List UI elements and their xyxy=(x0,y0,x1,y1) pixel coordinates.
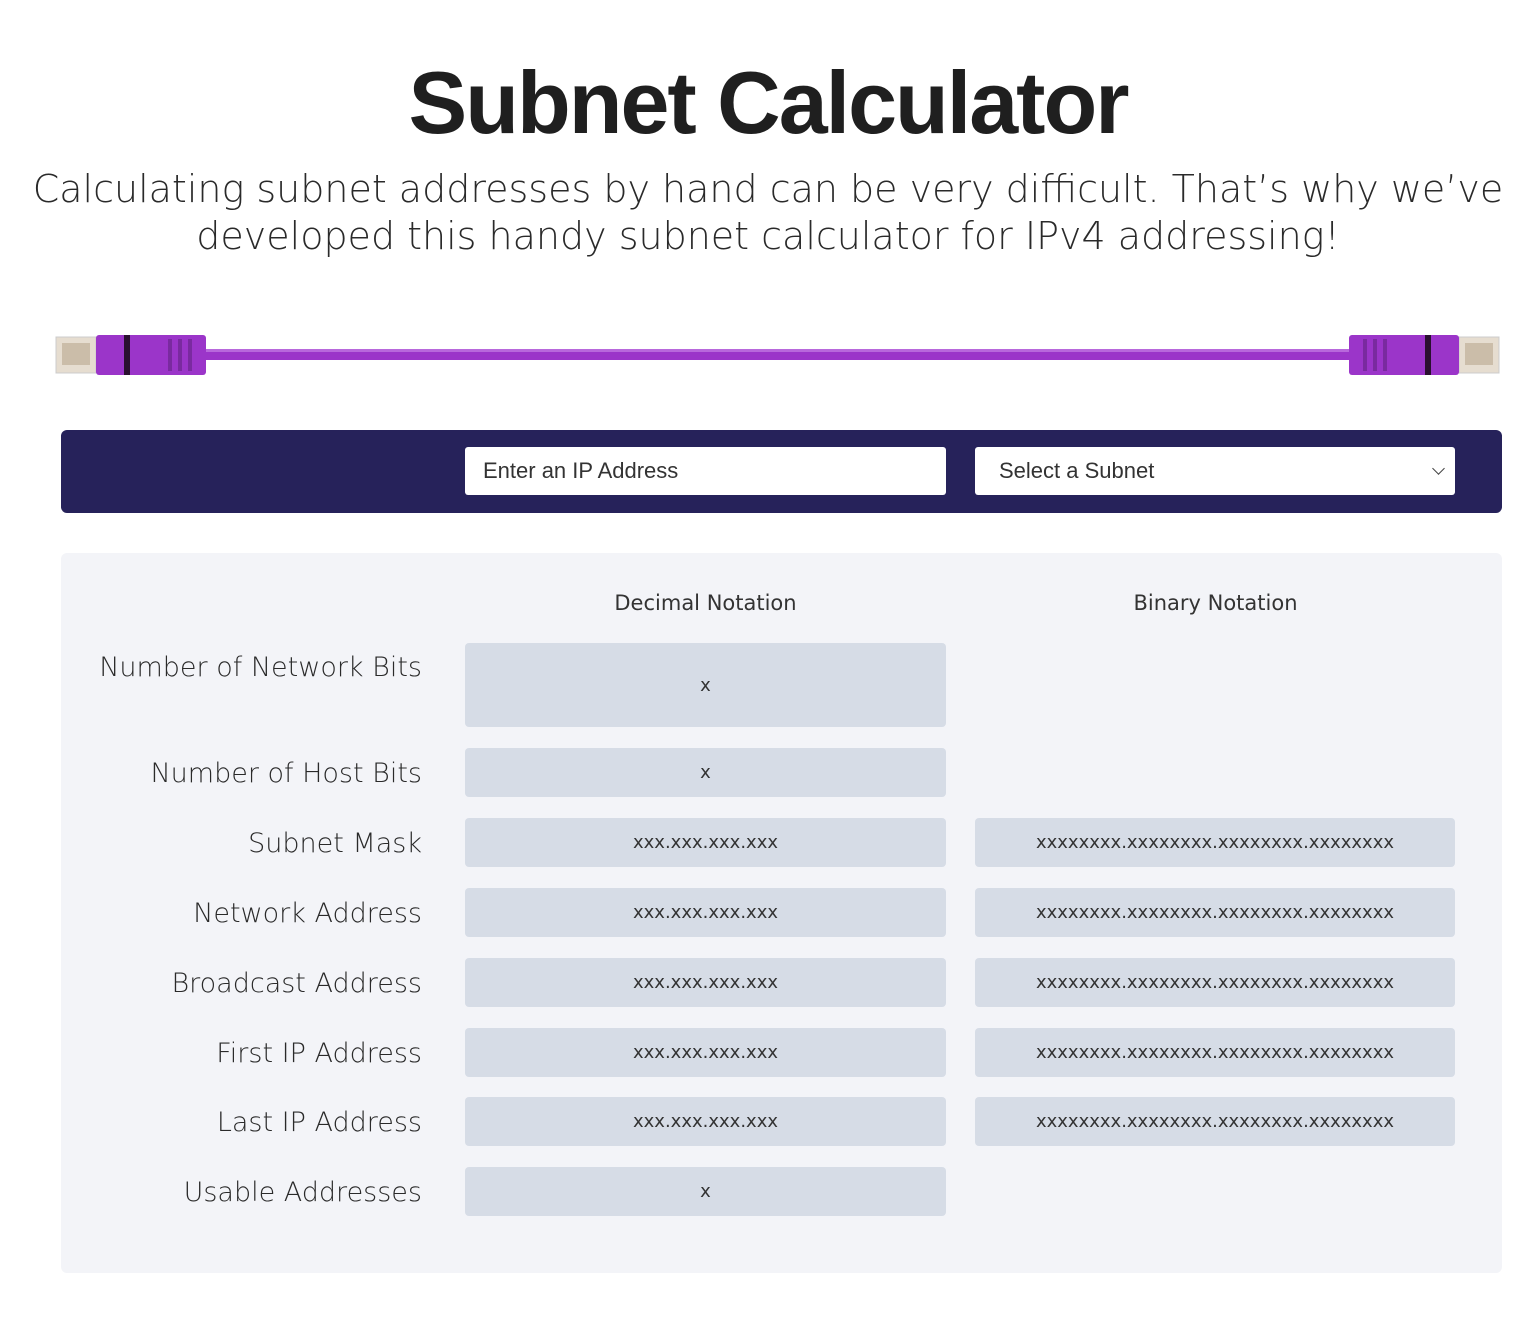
row-label: Broadcast Address xyxy=(171,967,422,999)
decimal-value: xxx.xxx.xxx.xxx xyxy=(465,818,946,867)
row-label: Number of Host Bits xyxy=(150,757,422,789)
decimal-value: xxx.xxx.xxx.xxx xyxy=(465,1097,946,1146)
subnet-select-value: Select a Subnet xyxy=(999,458,1155,483)
row-label: Usable Addresses xyxy=(183,1176,422,1208)
row-label: First IP Address xyxy=(216,1037,422,1069)
binary-value: xxxxxxxx.xxxxxxxx.xxxxxxxx.xxxxxxxx xyxy=(975,888,1455,937)
binary-value: xxxxxxxx.xxxxxxxx.xxxxxxxx.xxxxxxxx xyxy=(975,1028,1455,1077)
decimal-value: xxx.xxx.xxx.xxx xyxy=(465,888,946,937)
page-description: Calculating subnet addresses by hand can… xyxy=(32,167,1504,258)
decimal-column-header: Decimal Notation xyxy=(614,591,797,615)
subnet-select[interactable]: Select a Subnet xyxy=(975,447,1455,495)
page-title: Subnet Calculator xyxy=(408,53,1130,152)
input-bar: Enter an IP Address Select a Subnet xyxy=(61,430,1502,513)
decimal-value: xxx.xxx.xxx.xxx xyxy=(465,1028,946,1077)
results-panel: Decimal Notation Binary Notation Number … xyxy=(61,553,1502,1273)
binary-value: xxxxxxxx.xxxxxxxx.xxxxxxxx.xxxxxxxx xyxy=(975,1097,1455,1146)
binary-column-header: Binary Notation xyxy=(1133,591,1298,615)
decimal-value: xxx.xxx.xxx.xxx xyxy=(465,958,946,1007)
ip-address-input[interactable]: Enter an IP Address xyxy=(465,447,946,495)
row-label: Network Address xyxy=(193,897,422,929)
row-label: Last IP Address xyxy=(216,1106,422,1138)
row-label: Number of Network Bits xyxy=(99,652,422,683)
decimal-value: x xyxy=(465,748,946,797)
chevron-down-icon xyxy=(1432,462,1445,475)
ethernet-cable-image xyxy=(55,335,1500,375)
binary-value: xxxxxxxx.xxxxxxxx.xxxxxxxx.xxxxxxxx xyxy=(975,818,1455,867)
decimal-value: x xyxy=(465,1167,946,1216)
row-label: Subnet Mask xyxy=(248,827,422,859)
binary-value: xxxxxxxx.xxxxxxxx.xxxxxxxx.xxxxxxxx xyxy=(975,958,1455,1007)
decimal-value: x xyxy=(465,643,946,727)
